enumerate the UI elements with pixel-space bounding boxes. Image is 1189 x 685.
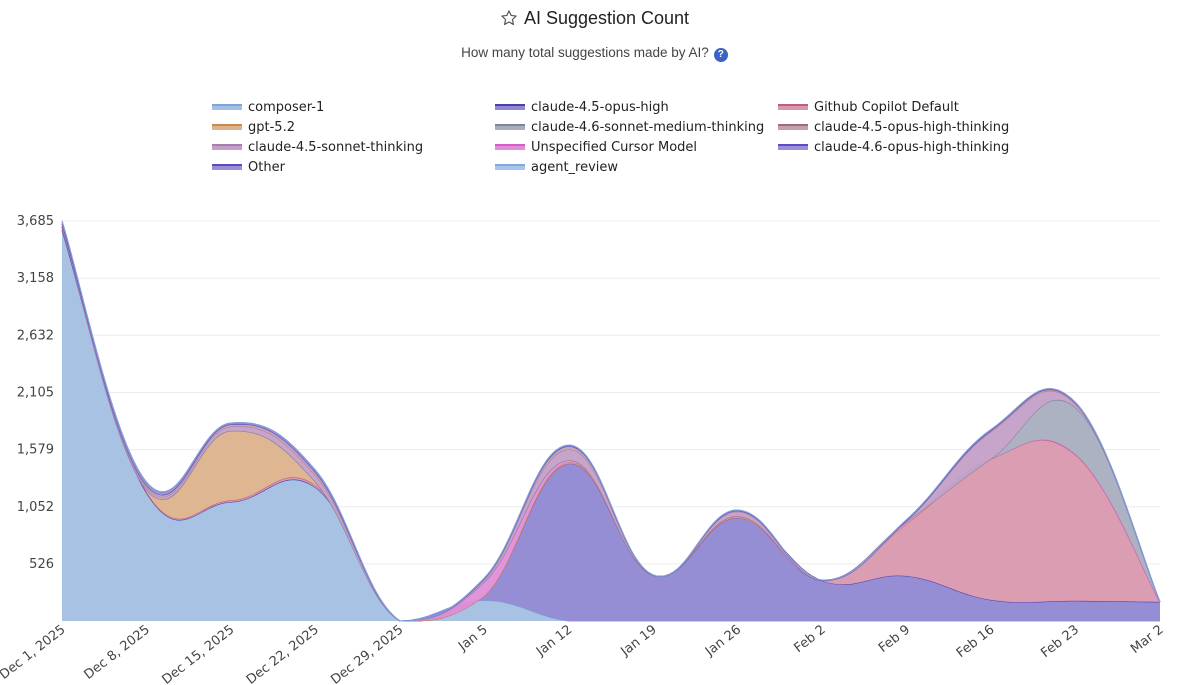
- legend-swatch: [212, 144, 242, 150]
- legend-item[interactable]: claude-4.5-opus-high-thinking: [778, 118, 1052, 136]
- area-composer-1[interactable]: [62, 230, 1160, 621]
- chart-title-text: AI Suggestion Count: [523, 8, 690, 28]
- legend-item[interactable]: Github Copilot Default: [778, 98, 1052, 116]
- y-tick-label: 3,685: [17, 214, 54, 229]
- legend-swatch: [778, 144, 808, 150]
- legend-item[interactable]: Other: [212, 158, 495, 176]
- y-tick-label: 2,105: [17, 386, 54, 401]
- legend-item[interactable]: gpt-5.2: [212, 118, 495, 136]
- legend-label: agent_review: [531, 159, 619, 175]
- legend-swatch: [778, 104, 808, 110]
- x-tick-label: Dec 8, 2025: [81, 622, 152, 682]
- legend-label: Unspecified Cursor Model: [531, 139, 698, 155]
- legend-item[interactable]: composer-1: [212, 98, 495, 116]
- y-tick-label: 1,052: [17, 500, 54, 515]
- legend-item[interactable]: Unspecified Cursor Model: [495, 138, 778, 156]
- x-tick-label: Mar 2: [1128, 622, 1166, 657]
- legend-swatch: [212, 164, 242, 170]
- y-tick-label: 526: [29, 557, 54, 572]
- chart-subtitle-text: How many total suggestions made by AI?: [461, 45, 709, 60]
- legend-item[interactable]: claude-4.6-sonnet-medium-thinking: [495, 118, 778, 136]
- legend-swatch: [495, 124, 525, 130]
- legend-item[interactable]: claude-4.5-sonnet-thinking: [212, 138, 495, 156]
- area-github-copilot-default[interactable]: [62, 228, 1160, 621]
- chart-title: AI Suggestion Count: [0, 8, 1189, 29]
- x-tick-label: Jan 26: [702, 622, 744, 660]
- legend-swatch: [495, 144, 525, 150]
- legend-swatch: [212, 124, 242, 130]
- chart-legend: composer-1 claude-4.5-opus-high Github Cop…: [212, 98, 1052, 176]
- legend-swatch: [778, 124, 808, 130]
- help-icon[interactable]: ?: [713, 48, 728, 62]
- legend-label: Other: [248, 159, 285, 175]
- legend-label: claude-4.5-sonnet-thinking: [248, 139, 424, 155]
- x-tick-label: Jan 5: [455, 622, 491, 654]
- legend-label: claude-4.6-sonnet-medium-thinking: [531, 119, 765, 135]
- legend-item[interactable]: claude-4.5-opus-high: [495, 98, 778, 116]
- legend-item[interactable]: claude-4.6-opus-high-thinking: [778, 138, 1052, 156]
- legend-swatch: [495, 164, 525, 170]
- x-tick-label: Dec 29, 2025: [328, 622, 406, 685]
- x-tick-label: Dec 1, 2025: [0, 622, 68, 682]
- y-tick-label: 3,158: [17, 271, 54, 286]
- legend-label: composer-1: [248, 99, 325, 115]
- legend-label: claude-4.5-opus-high: [531, 99, 669, 115]
- x-tick-label: Jan 19: [618, 622, 660, 660]
- legend-label: claude-4.5-opus-high-thinking: [814, 119, 1010, 135]
- legend-item[interactable]: agent_review: [495, 158, 778, 176]
- x-tick-label: Feb 23: [1038, 622, 1082, 661]
- area-claude-4-5-opus-high[interactable]: [62, 230, 1160, 621]
- legend-label: gpt-5.2: [248, 119, 295, 135]
- x-tick-label: Feb 2: [791, 622, 828, 656]
- star-icon[interactable]: [500, 9, 518, 27]
- line-agent-review: [61, 220, 1161, 622]
- chart-subtitle: How many total suggestions made by AI??: [0, 45, 1189, 62]
- legend-swatch: [495, 104, 525, 110]
- y-tick-label: 1,579: [17, 443, 54, 458]
- x-tick-label: Dec 15, 2025: [159, 622, 237, 685]
- legend-label: Github Copilot Default: [814, 99, 959, 115]
- y-tick-label: 2,632: [17, 328, 54, 343]
- legend-swatch: [212, 104, 242, 110]
- x-tick-label: Jan 12: [533, 622, 575, 660]
- x-tick-label: Feb 16: [954, 622, 998, 661]
- legend-label: claude-4.6-opus-high-thinking: [814, 139, 1010, 155]
- x-tick-label: Dec 22, 2025: [244, 622, 322, 685]
- x-tick-label: Feb 9: [876, 622, 913, 656]
